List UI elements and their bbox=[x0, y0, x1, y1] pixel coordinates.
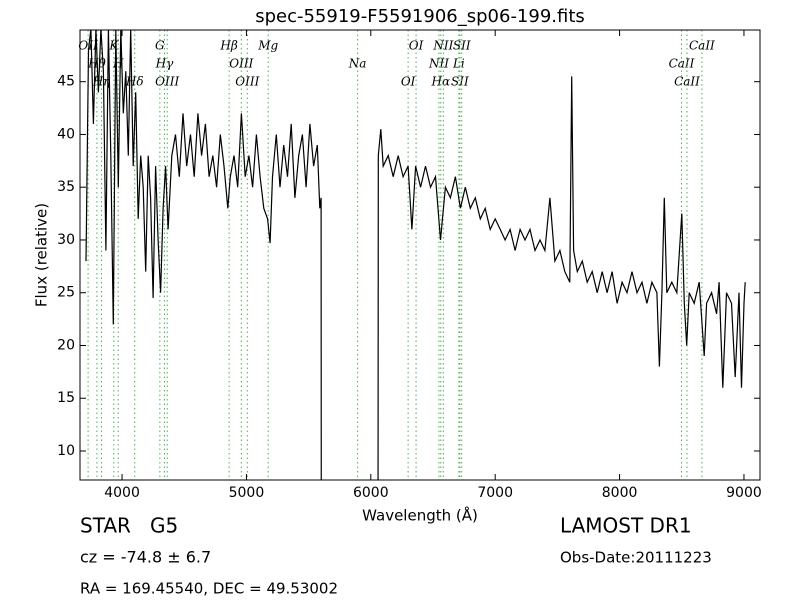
y-tick-label: 25 bbox=[57, 285, 75, 301]
redshift: cz = -74.8 ± 6.7 bbox=[80, 548, 211, 567]
survey: LAMOST DR1 bbox=[560, 514, 692, 538]
y-tick-label: 15 bbox=[57, 390, 75, 406]
object-class: STAR G5 bbox=[80, 514, 178, 538]
spectral-line-label: SII bbox=[451, 75, 469, 89]
spectral-line-label: OII bbox=[78, 39, 98, 53]
spectral-line-label: Hγ bbox=[155, 57, 174, 71]
x-tick-label: 7000 bbox=[477, 485, 513, 501]
spectral-line-label: CaII bbox=[674, 75, 700, 89]
chart-title: spec-55919-F5591906_sp06-199.fits bbox=[255, 6, 585, 27]
y-tick-label: 30 bbox=[57, 232, 75, 248]
y-tick-label: 10 bbox=[57, 443, 75, 459]
spectral-line-label: K bbox=[108, 39, 119, 53]
y-tick-label: 45 bbox=[57, 74, 75, 90]
x-axis-label: Wavelength (Å) bbox=[362, 506, 478, 525]
spectral-line-label: G bbox=[155, 39, 165, 53]
spectrum-line bbox=[85, 30, 746, 480]
y-tick-label: 20 bbox=[57, 337, 75, 353]
coordinates: RA = 169.45540, DEC = 49.53002 bbox=[80, 580, 338, 598]
spectral-line-label: OIII bbox=[155, 75, 179, 89]
obs-date: Obs-Date:20111223 bbox=[560, 549, 712, 567]
spectral-line-label: Na bbox=[348, 57, 367, 71]
spectral-line-label: Hη bbox=[92, 75, 111, 89]
spectral-line-label: SII bbox=[453, 39, 471, 53]
spectral-line-label: Hβ bbox=[219, 39, 237, 53]
x-tick-label: 9000 bbox=[726, 485, 762, 501]
x-tick-label: 4000 bbox=[104, 485, 140, 501]
spectral-line-label: Mg bbox=[257, 39, 278, 53]
plot-frame bbox=[79, 29, 761, 481]
spectral-line-label: OIII bbox=[229, 57, 253, 71]
spectral-line-label: Hα bbox=[431, 75, 451, 89]
x-tick-label: 5000 bbox=[229, 485, 265, 501]
x-tick-label: 8000 bbox=[602, 485, 638, 501]
spectral-line-label: Li bbox=[452, 57, 465, 71]
y-tick-label: 35 bbox=[57, 179, 75, 195]
y-tick-label: 40 bbox=[57, 126, 75, 142]
spectral-line-label: OIII bbox=[235, 75, 259, 89]
spectral-line-label: CaII bbox=[669, 57, 695, 71]
y-axis-label: Flux (relative) bbox=[33, 203, 51, 307]
spectral-line-label: Hδ bbox=[125, 75, 144, 89]
spectral-line-label: NII bbox=[432, 39, 453, 53]
spectral-line-label: OI bbox=[401, 75, 416, 89]
spectral-line-label: CaII bbox=[689, 39, 715, 53]
spectral-line-label: OI bbox=[409, 39, 424, 53]
spectral-line-label: NII bbox=[428, 57, 449, 71]
x-tick-label: 6000 bbox=[353, 485, 389, 501]
